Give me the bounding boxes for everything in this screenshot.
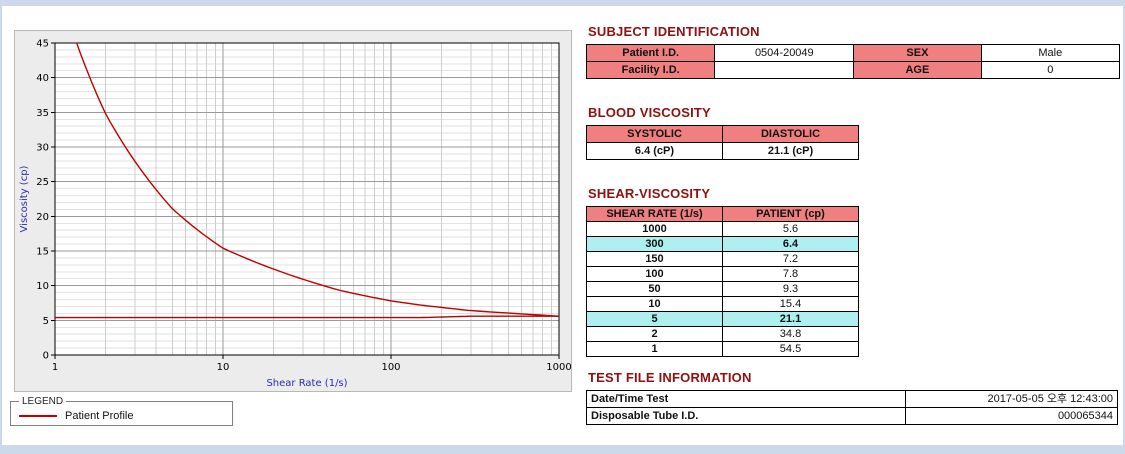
field-label: Disposable Tube I.D. bbox=[586, 407, 906, 425]
field-label: SEX bbox=[853, 44, 982, 62]
field-value bbox=[714, 61, 855, 79]
section-test-file: TEST FILE INFORMATION Date/Time Test 201… bbox=[586, 370, 1120, 425]
shear-rate: 1000 bbox=[586, 221, 723, 237]
shear-rate: 10 bbox=[586, 296, 723, 312]
table-row: 300 6.4 bbox=[586, 236, 859, 252]
svg-text:1: 1 bbox=[52, 362, 58, 373]
systolic-value: 6.4 (cP) bbox=[586, 142, 723, 160]
column-header: SYSTOLIC bbox=[586, 125, 723, 143]
table-row: 6.4 (cP) 21.1 (cP) bbox=[586, 142, 859, 160]
column-header: SHEAR RATE (1/s) bbox=[586, 206, 723, 222]
info-panel: SUBJECT IDENTIFICATION Patient I.D. 0504… bbox=[585, 24, 1121, 425]
shear-rate: 50 bbox=[586, 281, 723, 297]
legend-title: LEGEND bbox=[22, 396, 64, 407]
table-row: 50 9.3 bbox=[586, 281, 859, 297]
section-shear-viscosity: SHEAR-VISCOSITY SHEAR RATE (1/s) PATIENT… bbox=[586, 186, 1120, 357]
tube-id-value: 000065344 bbox=[904, 407, 1119, 425]
shear-rate: 5 bbox=[586, 311, 723, 327]
table-row: 1 54.5 bbox=[586, 341, 859, 357]
table-row: 5 21.1 bbox=[586, 311, 859, 327]
chart-legend: LEGEND Patient Profile bbox=[10, 396, 233, 426]
field-label: AGE bbox=[853, 61, 982, 79]
svg-text:10: 10 bbox=[217, 362, 230, 373]
column-header: DIASTOLIC bbox=[722, 125, 859, 143]
shear-rate: 150 bbox=[586, 251, 723, 267]
patient-value: 54.5 bbox=[722, 341, 859, 357]
shear-rate: 2 bbox=[586, 326, 723, 342]
svg-text:40: 40 bbox=[36, 73, 49, 84]
svg-text:Shear Rate (1/s): Shear Rate (1/s) bbox=[266, 378, 347, 389]
patient-value: 21.1 bbox=[722, 311, 859, 327]
patient-value: 9.3 bbox=[722, 281, 859, 297]
svg-text:5: 5 bbox=[43, 316, 49, 327]
viscosity-chart-panel: 0 5 10 15 20 25 30 35 40 45 1 10 100 1000 Shear Rate (… bbox=[14, 30, 572, 392]
patient-value: 15.4 bbox=[722, 296, 859, 312]
diastolic-value: 21.1 (cP) bbox=[722, 142, 859, 160]
field-value: 0504-20049 bbox=[714, 44, 855, 62]
section-title: SUBJECT IDENTIFICATION bbox=[588, 24, 760, 39]
shear-viscosity-table: SHEAR RATE (1/s) PATIENT (cp) 1000 5.6 3… bbox=[586, 206, 859, 357]
svg-text:0: 0 bbox=[43, 351, 49, 362]
field-label: Patient I.D. bbox=[585, 44, 716, 62]
table-row: Facility I.D. AGE 0 bbox=[585, 61, 1121, 79]
patient-value: 6.4 bbox=[722, 236, 859, 252]
svg-text:25: 25 bbox=[36, 177, 49, 188]
table-row: SHEAR RATE (1/s) PATIENT (cp) bbox=[586, 206, 859, 222]
legend-item-label: Patient Profile bbox=[65, 410, 134, 422]
column-header: PATIENT (cp) bbox=[722, 206, 859, 222]
svg-text:15: 15 bbox=[36, 247, 49, 258]
legend-item: Patient Profile bbox=[19, 410, 224, 422]
table-row: Patient I.D. 0504-20049 SEX Male bbox=[585, 44, 1121, 62]
test-file-table: Date/Time Test 2017-05-05 오후 12:43:00 Di… bbox=[586, 390, 1119, 425]
svg-text:20: 20 bbox=[36, 212, 49, 223]
datetime-value: 2017-05-05 오후 12:43:00 bbox=[904, 390, 1119, 408]
shear-rate: 1 bbox=[586, 341, 723, 357]
section-title: BLOOD VISCOSITY bbox=[588, 105, 711, 120]
table-row: 1000 5.6 bbox=[586, 221, 859, 237]
svg-text:10: 10 bbox=[36, 281, 49, 292]
table-row: Disposable Tube I.D. 000065344 bbox=[586, 407, 1119, 425]
table-row: Date/Time Test 2017-05-05 오후 12:43:00 bbox=[586, 390, 1119, 408]
svg-text:Viscosity (cp): Viscosity (cp) bbox=[19, 165, 30, 232]
field-label: Date/Time Test bbox=[586, 390, 906, 408]
section-title: SHEAR-VISCOSITY bbox=[588, 186, 711, 201]
svg-text:45: 45 bbox=[36, 39, 49, 50]
subject-table: Patient I.D. 0504-20049 SEX Male Facilit… bbox=[585, 44, 1121, 79]
section-subject: SUBJECT IDENTIFICATION Patient I.D. 0504… bbox=[585, 24, 1121, 79]
section-title: TEST FILE INFORMATION bbox=[588, 370, 752, 385]
svg-text:1000: 1000 bbox=[546, 362, 571, 373]
patient-value: 34.8 bbox=[722, 326, 859, 342]
patient-value: 7.8 bbox=[722, 266, 859, 282]
viscosity-chart: 0 5 10 15 20 25 30 35 40 45 1 10 100 1000 Shear Rate (… bbox=[19, 39, 571, 390]
legend-line-sample bbox=[19, 415, 57, 417]
shear-rate: 300 bbox=[586, 236, 723, 252]
patient-value: 7.2 bbox=[722, 251, 859, 267]
patient-value: 5.6 bbox=[722, 221, 859, 237]
table-row: 10 15.4 bbox=[586, 296, 859, 312]
svg-text:35: 35 bbox=[36, 108, 49, 119]
field-label: Facility I.D. bbox=[585, 61, 716, 79]
svg-text:100: 100 bbox=[381, 362, 400, 373]
field-value: 0 bbox=[980, 61, 1121, 79]
table-row: 2 34.8 bbox=[586, 326, 859, 342]
table-row: SYSTOLIC DIASTOLIC bbox=[586, 125, 859, 143]
field-value: Male bbox=[980, 44, 1121, 62]
section-blood-viscosity: BLOOD VISCOSITY SYSTOLIC DIASTOLIC 6.4 (… bbox=[586, 105, 1120, 160]
svg-text:30: 30 bbox=[36, 143, 49, 154]
table-row: 150 7.2 bbox=[586, 251, 859, 267]
shear-rate: 100 bbox=[586, 266, 723, 282]
blood-viscosity-table: SYSTOLIC DIASTOLIC 6.4 (cP) 21.1 (cP) bbox=[586, 125, 859, 160]
table-row: 100 7.8 bbox=[586, 266, 859, 282]
